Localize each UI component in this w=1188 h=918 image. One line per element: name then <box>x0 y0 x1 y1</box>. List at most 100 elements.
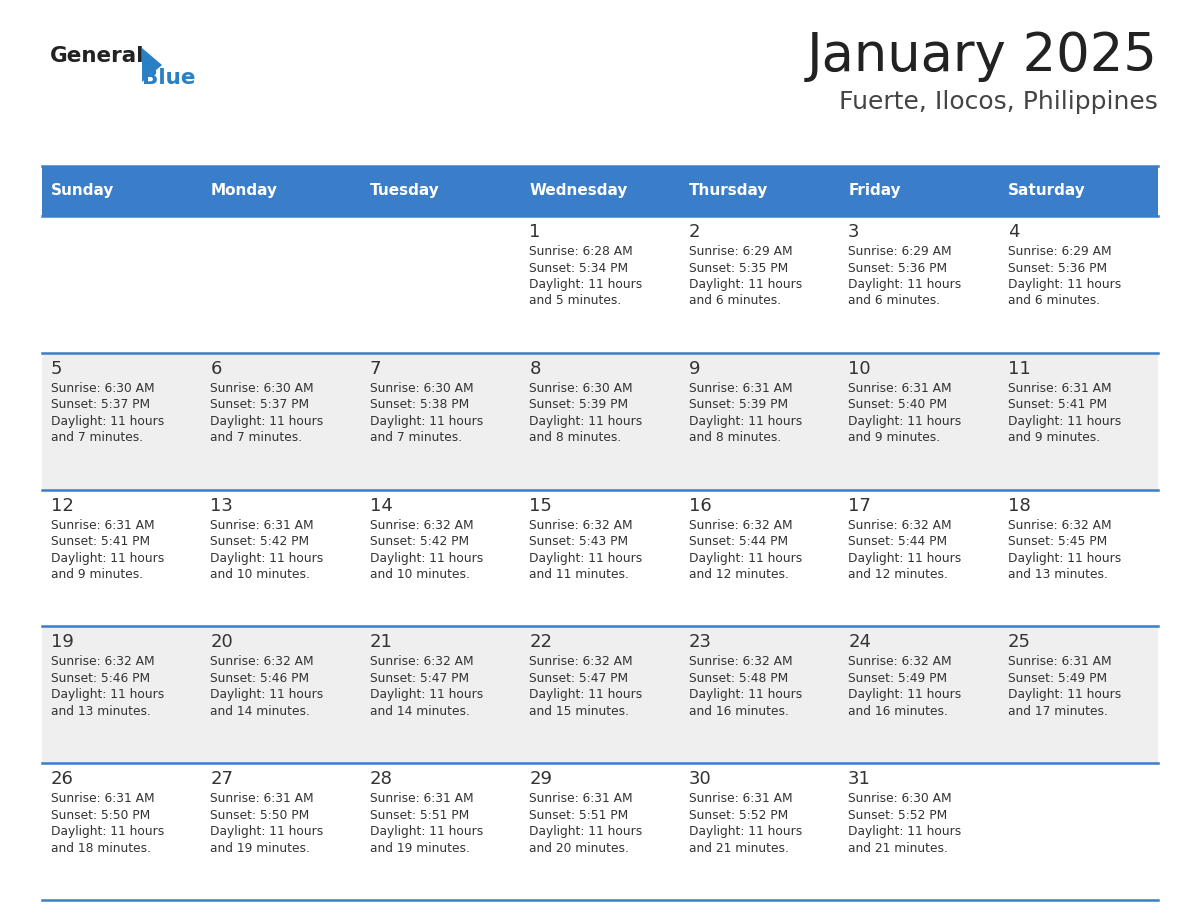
Text: Daylight: 11 hours: Daylight: 11 hours <box>1007 415 1120 428</box>
Text: Daylight: 11 hours: Daylight: 11 hours <box>210 415 323 428</box>
Text: Saturday: Saturday <box>1007 184 1086 198</box>
Text: Daylight: 11 hours: Daylight: 11 hours <box>1007 688 1120 701</box>
Text: 11: 11 <box>1007 360 1030 378</box>
Text: Sunrise: 6:31 AM: Sunrise: 6:31 AM <box>369 792 474 805</box>
Text: and 12 minutes.: and 12 minutes. <box>689 568 789 581</box>
Text: and 21 minutes.: and 21 minutes. <box>689 842 789 855</box>
Text: Daylight: 11 hours: Daylight: 11 hours <box>369 415 484 428</box>
Text: Daylight: 11 hours: Daylight: 11 hours <box>369 825 484 838</box>
Text: and 9 minutes.: and 9 minutes. <box>51 568 143 581</box>
Text: 31: 31 <box>848 770 871 789</box>
Bar <box>42 166 202 216</box>
Text: Daylight: 11 hours: Daylight: 11 hours <box>848 552 961 565</box>
Bar <box>839 166 999 216</box>
Text: Daylight: 11 hours: Daylight: 11 hours <box>689 278 802 291</box>
Text: Sunrise: 6:32 AM: Sunrise: 6:32 AM <box>689 655 792 668</box>
Text: Sunset: 5:39 PM: Sunset: 5:39 PM <box>689 398 788 411</box>
Text: Sunrise: 6:32 AM: Sunrise: 6:32 AM <box>530 655 633 668</box>
Text: Sunset: 5:49 PM: Sunset: 5:49 PM <box>848 672 947 685</box>
Text: Sunset: 5:39 PM: Sunset: 5:39 PM <box>530 398 628 411</box>
Text: Sunset: 5:41 PM: Sunset: 5:41 PM <box>51 535 150 548</box>
Text: and 16 minutes.: and 16 minutes. <box>848 705 948 718</box>
Text: Sunset: 5:48 PM: Sunset: 5:48 PM <box>689 672 788 685</box>
Text: and 19 minutes.: and 19 minutes. <box>369 842 469 855</box>
Text: and 6 minutes.: and 6 minutes. <box>689 295 781 308</box>
Text: Sunrise: 6:31 AM: Sunrise: 6:31 AM <box>210 519 314 532</box>
Bar <box>42 763 1158 900</box>
Text: Sunset: 5:42 PM: Sunset: 5:42 PM <box>210 535 310 548</box>
Text: Sunrise: 6:31 AM: Sunrise: 6:31 AM <box>51 792 154 805</box>
Text: Daylight: 11 hours: Daylight: 11 hours <box>369 688 484 701</box>
Text: and 11 minutes.: and 11 minutes. <box>530 568 630 581</box>
Text: 19: 19 <box>51 633 74 652</box>
Text: Sunrise: 6:32 AM: Sunrise: 6:32 AM <box>369 655 474 668</box>
Polygon shape <box>143 48 162 82</box>
Text: Sunset: 5:36 PM: Sunset: 5:36 PM <box>1007 262 1107 274</box>
Text: and 7 minutes.: and 7 minutes. <box>210 431 303 444</box>
Text: Sunset: 5:40 PM: Sunset: 5:40 PM <box>848 398 947 411</box>
Text: and 7 minutes.: and 7 minutes. <box>369 431 462 444</box>
Text: Daylight: 11 hours: Daylight: 11 hours <box>530 415 643 428</box>
Text: Sunset: 5:52 PM: Sunset: 5:52 PM <box>689 809 788 822</box>
Text: 12: 12 <box>51 497 74 515</box>
Text: 17: 17 <box>848 497 871 515</box>
Text: Sunrise: 6:29 AM: Sunrise: 6:29 AM <box>1007 245 1111 258</box>
Text: Sunset: 5:44 PM: Sunset: 5:44 PM <box>848 535 947 548</box>
Text: and 20 minutes.: and 20 minutes. <box>530 842 630 855</box>
Text: Sunrise: 6:29 AM: Sunrise: 6:29 AM <box>848 245 952 258</box>
Text: Sunset: 5:46 PM: Sunset: 5:46 PM <box>51 672 150 685</box>
Text: Sunrise: 6:28 AM: Sunrise: 6:28 AM <box>530 245 633 258</box>
Text: Sunset: 5:34 PM: Sunset: 5:34 PM <box>530 262 628 274</box>
Text: Sunrise: 6:32 AM: Sunrise: 6:32 AM <box>51 655 154 668</box>
Text: Sunrise: 6:30 AM: Sunrise: 6:30 AM <box>210 382 314 395</box>
Text: Sunset: 5:45 PM: Sunset: 5:45 PM <box>1007 535 1107 548</box>
Text: 3: 3 <box>848 223 860 241</box>
Text: Sunset: 5:42 PM: Sunset: 5:42 PM <box>369 535 469 548</box>
Bar <box>680 166 839 216</box>
Bar <box>42 489 1158 626</box>
Text: and 10 minutes.: and 10 minutes. <box>369 568 469 581</box>
Text: Sunset: 5:37 PM: Sunset: 5:37 PM <box>51 398 150 411</box>
Text: Sunrise: 6:31 AM: Sunrise: 6:31 AM <box>51 519 154 532</box>
Text: Daylight: 11 hours: Daylight: 11 hours <box>210 825 323 838</box>
Text: 24: 24 <box>848 633 871 652</box>
Text: Daylight: 11 hours: Daylight: 11 hours <box>51 688 164 701</box>
Text: Daylight: 11 hours: Daylight: 11 hours <box>51 552 164 565</box>
Text: 2: 2 <box>689 223 700 241</box>
Text: Daylight: 11 hours: Daylight: 11 hours <box>530 278 643 291</box>
Text: and 15 minutes.: and 15 minutes. <box>530 705 630 718</box>
Text: Daylight: 11 hours: Daylight: 11 hours <box>210 688 323 701</box>
Text: Daylight: 11 hours: Daylight: 11 hours <box>689 415 802 428</box>
Text: 18: 18 <box>1007 497 1030 515</box>
Text: Daylight: 11 hours: Daylight: 11 hours <box>689 825 802 838</box>
Text: Friday: Friday <box>848 184 901 198</box>
Text: Daylight: 11 hours: Daylight: 11 hours <box>1007 278 1120 291</box>
Text: Tuesday: Tuesday <box>369 184 440 198</box>
Text: Wednesday: Wednesday <box>530 184 627 198</box>
Text: and 18 minutes.: and 18 minutes. <box>51 842 151 855</box>
Text: Sunset: 5:36 PM: Sunset: 5:36 PM <box>848 262 947 274</box>
Text: Sunset: 5:35 PM: Sunset: 5:35 PM <box>689 262 788 274</box>
Text: General: General <box>50 46 145 66</box>
Text: 13: 13 <box>210 497 233 515</box>
Text: 28: 28 <box>369 770 393 789</box>
Text: Blue: Blue <box>143 68 196 88</box>
Text: Daylight: 11 hours: Daylight: 11 hours <box>210 552 323 565</box>
Text: and 14 minutes.: and 14 minutes. <box>210 705 310 718</box>
Text: 20: 20 <box>210 633 233 652</box>
Text: and 9 minutes.: and 9 minutes. <box>848 431 940 444</box>
Text: Sunset: 5:47 PM: Sunset: 5:47 PM <box>369 672 469 685</box>
Text: and 8 minutes.: and 8 minutes. <box>689 431 781 444</box>
Text: 8: 8 <box>530 360 541 378</box>
Text: 25: 25 <box>1007 633 1030 652</box>
Text: Daylight: 11 hours: Daylight: 11 hours <box>848 415 961 428</box>
Text: Sunday: Sunday <box>51 184 114 198</box>
Text: Sunset: 5:50 PM: Sunset: 5:50 PM <box>210 809 310 822</box>
Text: 22: 22 <box>530 633 552 652</box>
Text: Daylight: 11 hours: Daylight: 11 hours <box>689 688 802 701</box>
Bar <box>520 166 680 216</box>
Text: Sunrise: 6:31 AM: Sunrise: 6:31 AM <box>689 382 792 395</box>
Text: and 17 minutes.: and 17 minutes. <box>1007 705 1107 718</box>
Text: Sunset: 5:46 PM: Sunset: 5:46 PM <box>210 672 310 685</box>
Text: Daylight: 11 hours: Daylight: 11 hours <box>689 552 802 565</box>
